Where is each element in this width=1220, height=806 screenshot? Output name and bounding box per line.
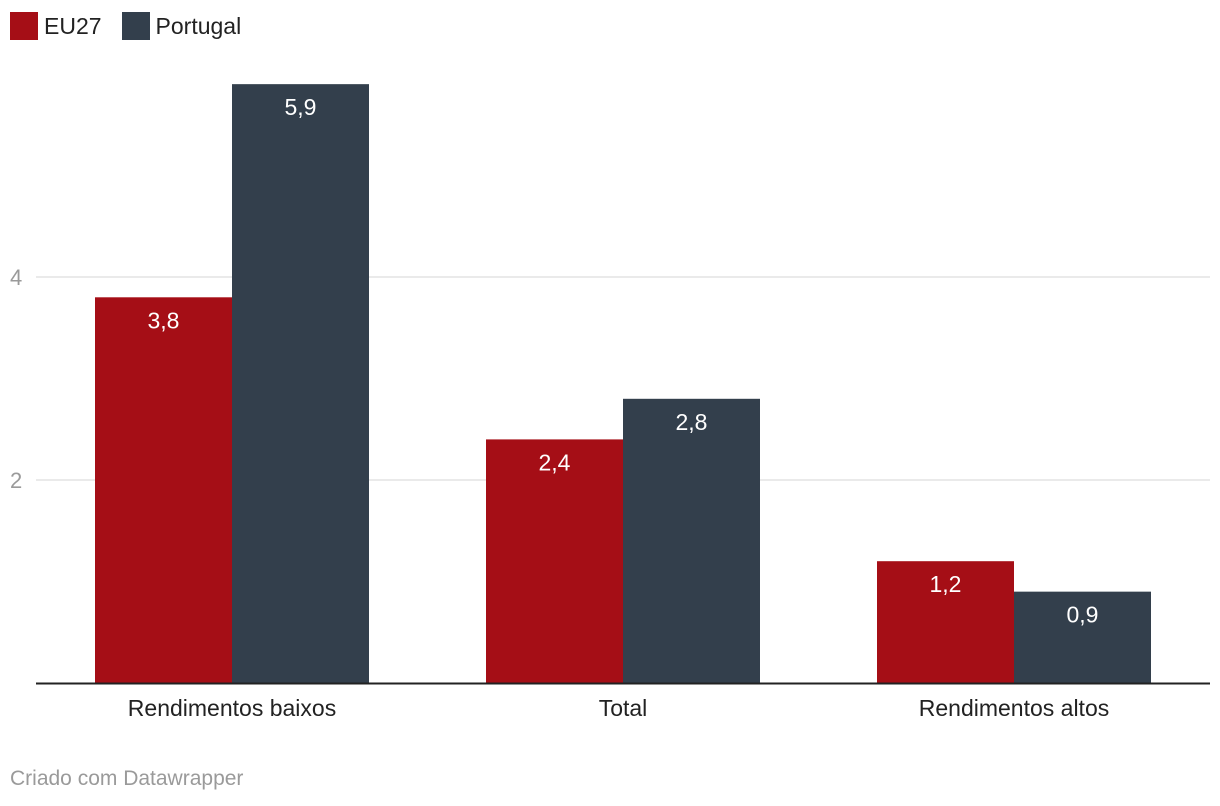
x-tick-label-1: Total <box>599 695 648 721</box>
x-tick-label-2: Rendimentos altos <box>919 695 1110 721</box>
bar-portugal-0 <box>232 84 369 683</box>
legend-item-eu27: EU27 <box>10 12 102 40</box>
bar-eu27-2 <box>877 561 1014 683</box>
legend-swatch-eu27 <box>10 12 38 40</box>
legend-label-portugal: Portugal <box>155 12 242 39</box>
data-label-portugal-2: 0,9 <box>1067 602 1099 628</box>
footer-credit: Criado com Datawrapper <box>10 767 244 790</box>
y-tick-label-4: 4 <box>10 265 22 290</box>
bar-eu27-0 <box>95 297 232 683</box>
y-tick-label-2: 2 <box>10 468 22 493</box>
data-label-portugal-1: 2,8 <box>676 409 708 435</box>
data-label-eu27-0: 3,8 <box>148 307 180 333</box>
chart-legend: EU27 Portugal <box>10 12 241 40</box>
legend-label-eu27: EU27 <box>44 12 102 39</box>
data-label-eu27-1: 2,4 <box>539 449 571 475</box>
legend-swatch-portugal <box>121 12 150 40</box>
bar-portugal-1 <box>623 398 760 683</box>
data-label-portugal-0: 5,9 <box>285 94 317 120</box>
legend-item-portugal: Portugal <box>121 12 242 40</box>
data-label-eu27-2: 1,2 <box>930 571 962 597</box>
x-tick-label-0: Rendimentos baixos <box>128 695 336 721</box>
bar-eu27-1 <box>486 439 623 683</box>
bar-portugal-2 <box>1014 591 1151 683</box>
